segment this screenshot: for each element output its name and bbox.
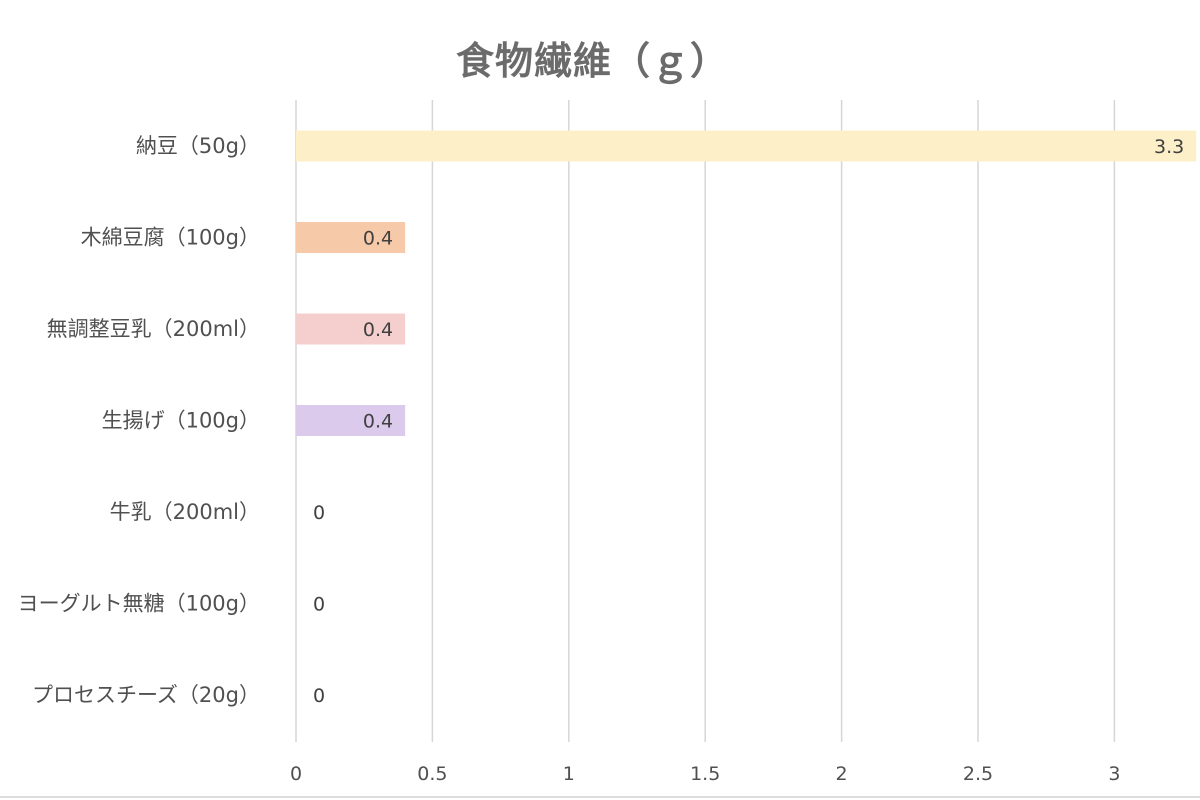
bar: [296, 130, 1197, 162]
category-label: 牛乳（200ml）: [110, 500, 260, 524]
category-label: 生揚げ（100g）: [102, 409, 260, 433]
x-tick-label: 1: [563, 763, 575, 785]
bars: [296, 130, 1197, 436]
bar: [296, 222, 406, 253]
category-label: プロセスチーズ（20g）: [32, 683, 260, 707]
category-label: 木綿豆腐（100g）: [81, 226, 260, 250]
x-tick-label: 1.5: [690, 763, 720, 785]
data-label: 3.3: [1154, 136, 1184, 158]
category-labels: 納豆（50g） 木綿豆腐（100g） 無調整豆乳（200ml） 生揚げ（100g） 牛乳…: [18, 134, 260, 707]
category-label: 納豆（50g）: [136, 134, 260, 158]
data-label: 0.4: [363, 319, 393, 341]
x-tick-label: 2: [836, 763, 848, 785]
bar: [296, 313, 406, 345]
data-label: 0: [313, 594, 325, 616]
grid-lines: [295, 100, 1116, 742]
chart-title: 食物繊維（ｇ）: [455, 39, 729, 83]
x-tick-label: 3: [1108, 763, 1120, 785]
data-labels: 3.3 0.4 0.4 0.4 0 0 0: [313, 136, 1184, 707]
bar: [296, 405, 406, 436]
x-tick-labels: 0 0.5 1 1.5 2 2.5 3: [290, 763, 1120, 785]
x-tick-label: 2.5: [963, 763, 993, 785]
category-label: ヨーグルト無糖（100g）: [18, 592, 260, 616]
data-label: 0: [313, 685, 325, 707]
category-label: 無調整豆乳（200ml）: [47, 317, 260, 341]
x-tick-label: 0: [290, 763, 302, 785]
x-tick-label: 0.5: [417, 763, 447, 785]
data-label: 0.4: [363, 228, 393, 250]
data-label: 0.4: [363, 411, 393, 433]
data-label: 0: [313, 502, 325, 524]
